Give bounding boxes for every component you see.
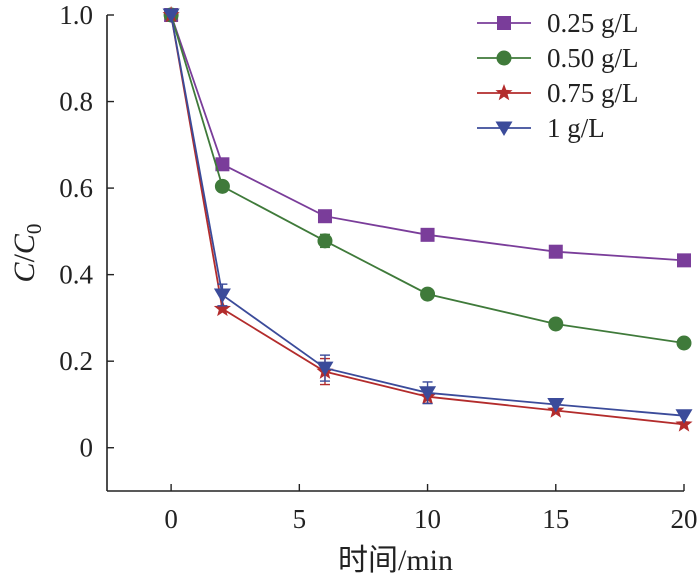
y-tick-label: 1.0 <box>59 0 93 30</box>
series-line <box>170 14 685 344</box>
legend-label: 0.25 g/L <box>547 8 639 38</box>
legend-label: 1 g/L <box>547 113 605 143</box>
x-tick-label: 15 <box>542 504 569 534</box>
series-layer <box>162 6 693 432</box>
y-tick-label: 0.8 <box>59 87 93 117</box>
data-point-square <box>420 227 435 242</box>
x-tick-label: 10 <box>414 504 441 534</box>
y-tick-label: 0.6 <box>59 173 93 203</box>
x-axis-title: 时间/min <box>338 544 453 577</box>
legend: 0.25 g/L 0.50 g/L 0.75 g/L 1 g/L <box>477 8 639 143</box>
y-axis-title-numerator: C <box>8 261 41 282</box>
data-point-square <box>317 209 332 224</box>
y-axis-title: C/C0 <box>8 224 46 283</box>
data-point-circle <box>317 233 333 249</box>
series-line <box>170 14 685 262</box>
data-point-star <box>495 84 513 101</box>
data-point-square <box>677 253 691 268</box>
legend-item: 0.25 g/L <box>477 8 639 38</box>
series-2 <box>163 7 692 351</box>
legend-item: 0.50 g/L <box>477 43 639 73</box>
data-point-triangle <box>495 121 513 136</box>
data-point-triangle <box>316 361 334 377</box>
data-point-circle <box>420 286 436 302</box>
legend-label: 0.75 g/L <box>547 78 639 108</box>
series-line <box>170 14 685 426</box>
data-point-circle <box>548 316 564 332</box>
data-point-square <box>497 16 511 30</box>
data-point-triangle <box>675 409 693 424</box>
data-point-circle <box>496 50 512 66</box>
legend-item: 1 g/L <box>477 113 605 143</box>
axes-frame <box>106 15 684 492</box>
data-point-square <box>215 157 230 172</box>
series-line <box>170 14 685 417</box>
x-tick-label: 20 <box>671 504 698 534</box>
y-tick-label: 0.4 <box>59 260 93 290</box>
data-point-triangle <box>213 288 231 303</box>
data-point-triangle <box>162 8 180 23</box>
legend-item: 0.75 g/L <box>477 78 639 108</box>
data-point-triangle <box>419 386 437 401</box>
y-axis-title-denominator: C <box>8 233 41 254</box>
data-point-circle <box>676 335 692 351</box>
legend-label: 0.50 g/L <box>547 43 639 73</box>
y-tick-label: 0.2 <box>59 346 93 376</box>
y-tick-label: 0 <box>80 433 94 463</box>
data-point-star <box>213 299 231 317</box>
x-tick-label: 5 <box>293 504 307 534</box>
y-axis-title-separator: / <box>8 253 41 262</box>
y-axis-title-subscript: 0 <box>22 224 46 235</box>
axis-ticks: 0 0.2 0.4 0.6 0.8 1.0 0 5 10 15 20 <box>59 0 697 534</box>
data-point-square <box>548 244 563 259</box>
data-point-circle <box>214 178 230 194</box>
series-4 <box>162 8 693 424</box>
data-point-triangle <box>547 397 565 413</box>
series-1 <box>164 8 691 268</box>
x-tick-label: 0 <box>164 504 178 534</box>
